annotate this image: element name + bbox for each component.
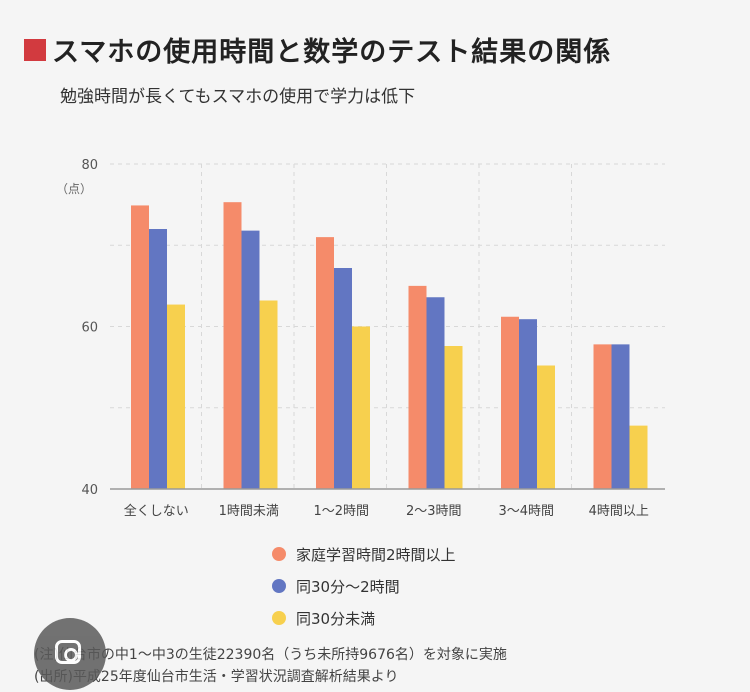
legend-label: 同30分未満 — [296, 609, 376, 628]
bar — [334, 268, 352, 489]
bar — [167, 304, 185, 489]
bar — [444, 346, 463, 489]
legend-item: 同30分未満 — [272, 602, 456, 634]
y-axis-unit: （点） — [56, 182, 92, 196]
x-tick-label: 3〜4時間 — [498, 504, 554, 519]
x-tick-label: 4時間以上 — [589, 504, 649, 519]
legend-label: 同30分〜2時間 — [296, 577, 400, 596]
x-tick-label: 1〜2時間 — [313, 504, 369, 519]
bar — [241, 230, 260, 489]
x-tick-label: 1時間未満 — [219, 504, 279, 519]
bar — [223, 202, 242, 489]
y-tick-label: 40 — [81, 483, 98, 498]
bar — [426, 297, 445, 489]
footnote-subjects: (注)仙台市の中1〜中3の生徒22390名（うち未所持9676名）を対象に実施 — [34, 647, 507, 663]
legend-item: 同30分〜2時間 — [272, 570, 456, 602]
bar — [629, 425, 648, 489]
lens-button[interactable] — [34, 618, 106, 690]
bar — [131, 205, 149, 489]
bar-chart: 40 60 80 （点） 全くしない 1時間未満 1〜2時間 2〜3時間 3〜4時間 4時間以上 — [56, 158, 665, 519]
bar — [537, 365, 555, 489]
title-row: スマホの使用時間と数学のテスト結果の関係 — [24, 30, 611, 69]
chart-title: スマホの使用時間と数学のテスト結果の関係 — [52, 37, 612, 68]
legend-item: 家庭学習時間2時間以上 — [272, 538, 456, 570]
lens-icon — [55, 640, 81, 664]
bar — [593, 344, 612, 489]
legend-swatch — [272, 547, 286, 561]
legend-swatch — [272, 579, 286, 593]
legend-label: 家庭学習時間2時間以上 — [296, 545, 456, 564]
bar — [519, 319, 537, 489]
x-tick-label: 全くしない — [124, 503, 189, 519]
y-tick-label: 60 — [81, 321, 98, 336]
legend-swatch — [272, 611, 286, 625]
legend: 家庭学習時間2時間以上 同30分〜2時間 同30分未満 — [272, 538, 456, 634]
x-tick-label: 2〜3時間 — [406, 504, 462, 519]
title-marker — [24, 38, 46, 61]
footnote-source: (出所)平成25年度仙台市生活・学習状況調査解析結果より — [34, 669, 399, 685]
bar — [316, 237, 334, 489]
chart-subtitle: 勉強時間が長くてもスマホの使用で学力は低下 — [60, 87, 416, 107]
bar — [352, 326, 370, 489]
bar — [149, 229, 167, 489]
bar — [408, 285, 427, 489]
y-tick-label: 80 — [81, 158, 98, 173]
bar — [611, 344, 630, 489]
bar — [259, 300, 278, 489]
bar — [501, 316, 519, 489]
